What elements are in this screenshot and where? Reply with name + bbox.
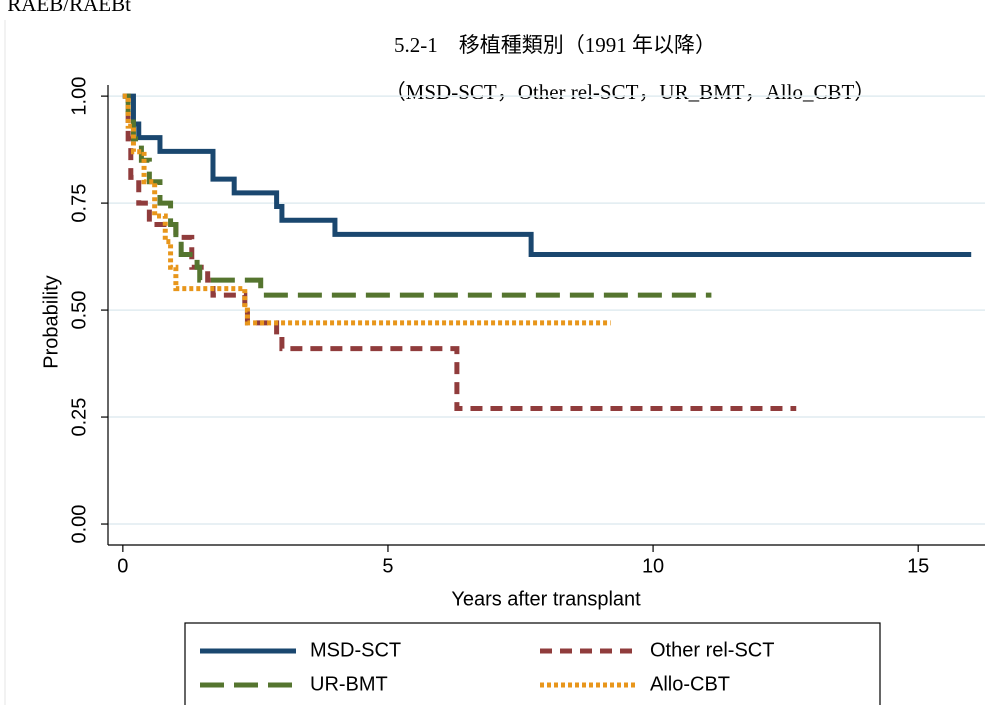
legend-label: Other rel-SCT xyxy=(650,639,774,661)
km-line xyxy=(122,93,972,257)
legend-label: UR-BMT xyxy=(310,673,388,695)
x-tick-label: 10 xyxy=(642,555,664,577)
y-tick-label: 1.00 xyxy=(68,77,90,116)
x-axis-title: Years after transplant xyxy=(451,588,641,610)
km-line xyxy=(122,93,611,326)
x-tick-label: 5 xyxy=(382,555,393,577)
y-tick-label: 0.25 xyxy=(68,398,90,437)
x-tick-label: 15 xyxy=(907,555,929,577)
km-line xyxy=(122,93,797,411)
legend xyxy=(184,622,881,705)
legend-label: MSD-SCT xyxy=(310,639,401,661)
section-heading: 5.2 RAEB/RAEBt xyxy=(0,0,131,16)
x-tick-label: 0 xyxy=(117,555,128,577)
chart-title: 5.2-1 移植種類別（1991 年以降） xyxy=(394,33,716,57)
y-axis-title: Probability xyxy=(40,275,62,368)
chart-subtitle: （MSD-SCT，Other rel-SCT，UR_BMT，Allo_CBT） xyxy=(385,80,876,104)
km-line xyxy=(122,93,712,298)
y-tick-label: 0.75 xyxy=(68,184,90,223)
legend-label: Allo-CBT xyxy=(650,673,730,695)
y-tick-label: 0.00 xyxy=(68,505,90,544)
y-tick-label: 0.50 xyxy=(68,291,90,330)
